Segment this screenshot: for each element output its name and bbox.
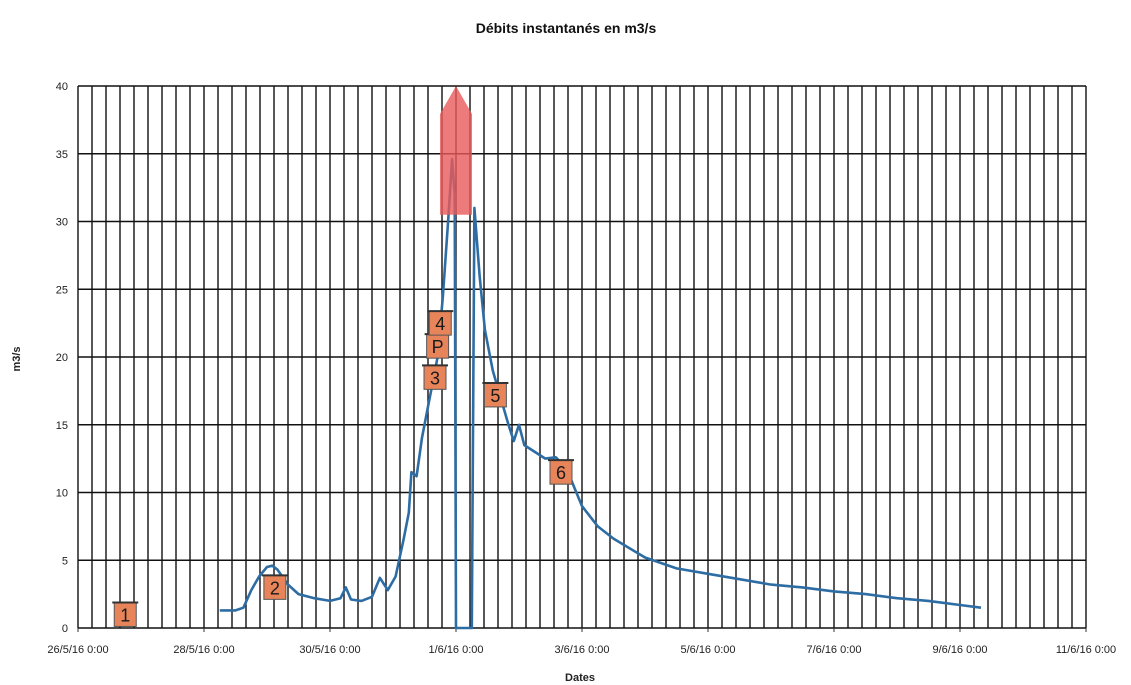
y-tick-label: 40 — [56, 81, 68, 93]
x-tick-label: 1/6/16 0:00 — [428, 644, 483, 656]
y-axis-ticks: 0 5 10 15 20 25 30 35 40 — [56, 81, 68, 635]
y-tick-label: 10 — [56, 488, 68, 500]
event-marker-label: P — [432, 337, 444, 357]
y-tick-label: 30 — [56, 217, 68, 229]
event-marker-label: 2 — [270, 578, 280, 598]
x-axis-label: Dates — [565, 672, 595, 684]
flood-peak-arrow — [440, 86, 472, 215]
event-marker: 4 — [427, 310, 454, 336]
x-tick-label: 30/5/16 0:00 — [299, 644, 360, 656]
y-tick-label: 15 — [56, 420, 68, 432]
x-tick-label: 3/6/16 0:00 — [554, 644, 609, 656]
event-marker-label: 1 — [120, 605, 130, 625]
event-marker: P — [424, 333, 451, 359]
y-tick-label: 0 — [62, 623, 68, 635]
grid — [77, 85, 1087, 629]
x-tick-label: 28/5/16 0:00 — [173, 644, 234, 656]
y-tick-label: 20 — [56, 352, 68, 364]
event-marker: 6 — [548, 459, 574, 485]
event-marker: 2 — [261, 574, 288, 600]
y-axis-label: m3/s — [11, 346, 23, 371]
series-line — [219, 157, 982, 630]
x-tick-label: 26/5/16 0:00 — [47, 644, 108, 656]
event-marker-label: 5 — [490, 386, 500, 406]
event-marker: 3 — [422, 364, 448, 390]
event-marker-label: 3 — [430, 368, 440, 388]
event-marker: 1 — [112, 601, 139, 627]
y-tick-label: 35 — [56, 149, 68, 161]
x-tick-label: 9/6/16 0:00 — [932, 644, 987, 656]
event-markers: 1 2 3 P 4 5 6 — [112, 310, 574, 627]
chart-title: Débits instantanés en m3/s — [476, 20, 657, 36]
x-axis-ticks: 26/5/16 0:00 28/5/16 0:00 30/5/16 0:00 1/6/… — [47, 628, 1116, 656]
event-marker-label: 4 — [435, 314, 445, 334]
event-marker-label: 6 — [556, 463, 566, 483]
event-marker: 5 — [482, 381, 509, 408]
x-tick-label: 7/6/16 0:00 — [806, 644, 861, 656]
y-tick-label: 25 — [56, 284, 68, 296]
y-tick-label: 5 — [62, 555, 68, 567]
x-tick-label: 11/6/16 0:00 — [1056, 644, 1116, 656]
x-tick-label: 5/6/16 0:00 — [680, 644, 735, 656]
